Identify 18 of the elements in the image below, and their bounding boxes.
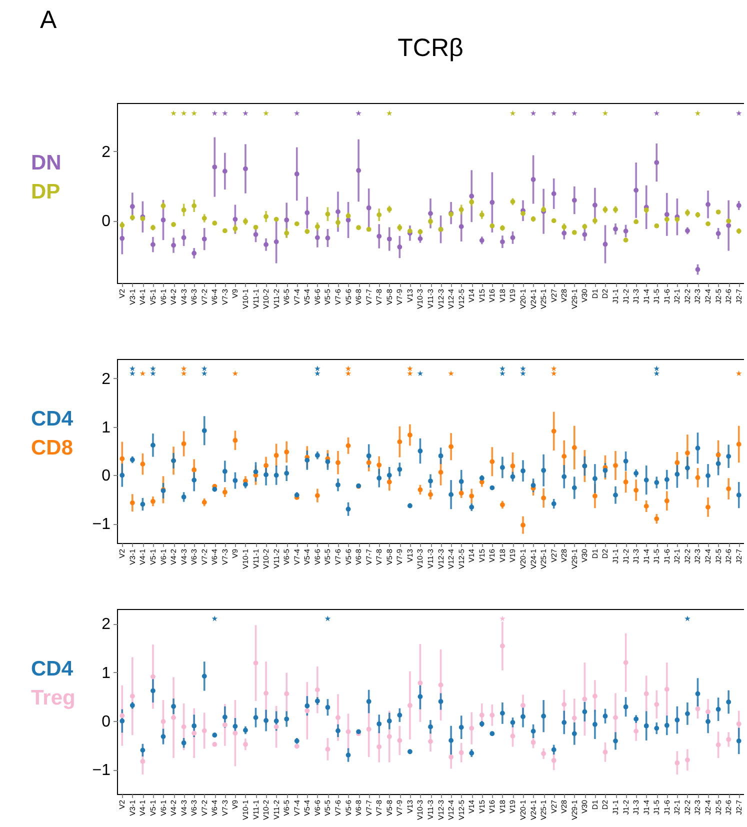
chart-title: TCRβ (398, 34, 464, 62)
text: CD4 (31, 658, 74, 680)
y-tick-label: 2 (102, 144, 111, 161)
y-tick-label: 1 (102, 419, 111, 436)
text: DP (31, 180, 60, 204)
y-tick-label: 1 (102, 664, 111, 682)
y-tick-label: −1 (92, 762, 111, 780)
text: DN (31, 152, 62, 174)
y-tick-label: 0 (102, 713, 111, 730)
y-tick-label: 2 (102, 370, 111, 388)
y-tick-label: −1 (92, 516, 111, 534)
text: CD4 (31, 408, 74, 430)
y-tick-label: 0 (102, 468, 111, 485)
text: CD8 (31, 436, 74, 460)
y-tick-label: 2 (102, 616, 111, 634)
y-tick-label: 0 (102, 213, 111, 230)
text: A (40, 6, 57, 35)
text: Treg (31, 686, 76, 710)
